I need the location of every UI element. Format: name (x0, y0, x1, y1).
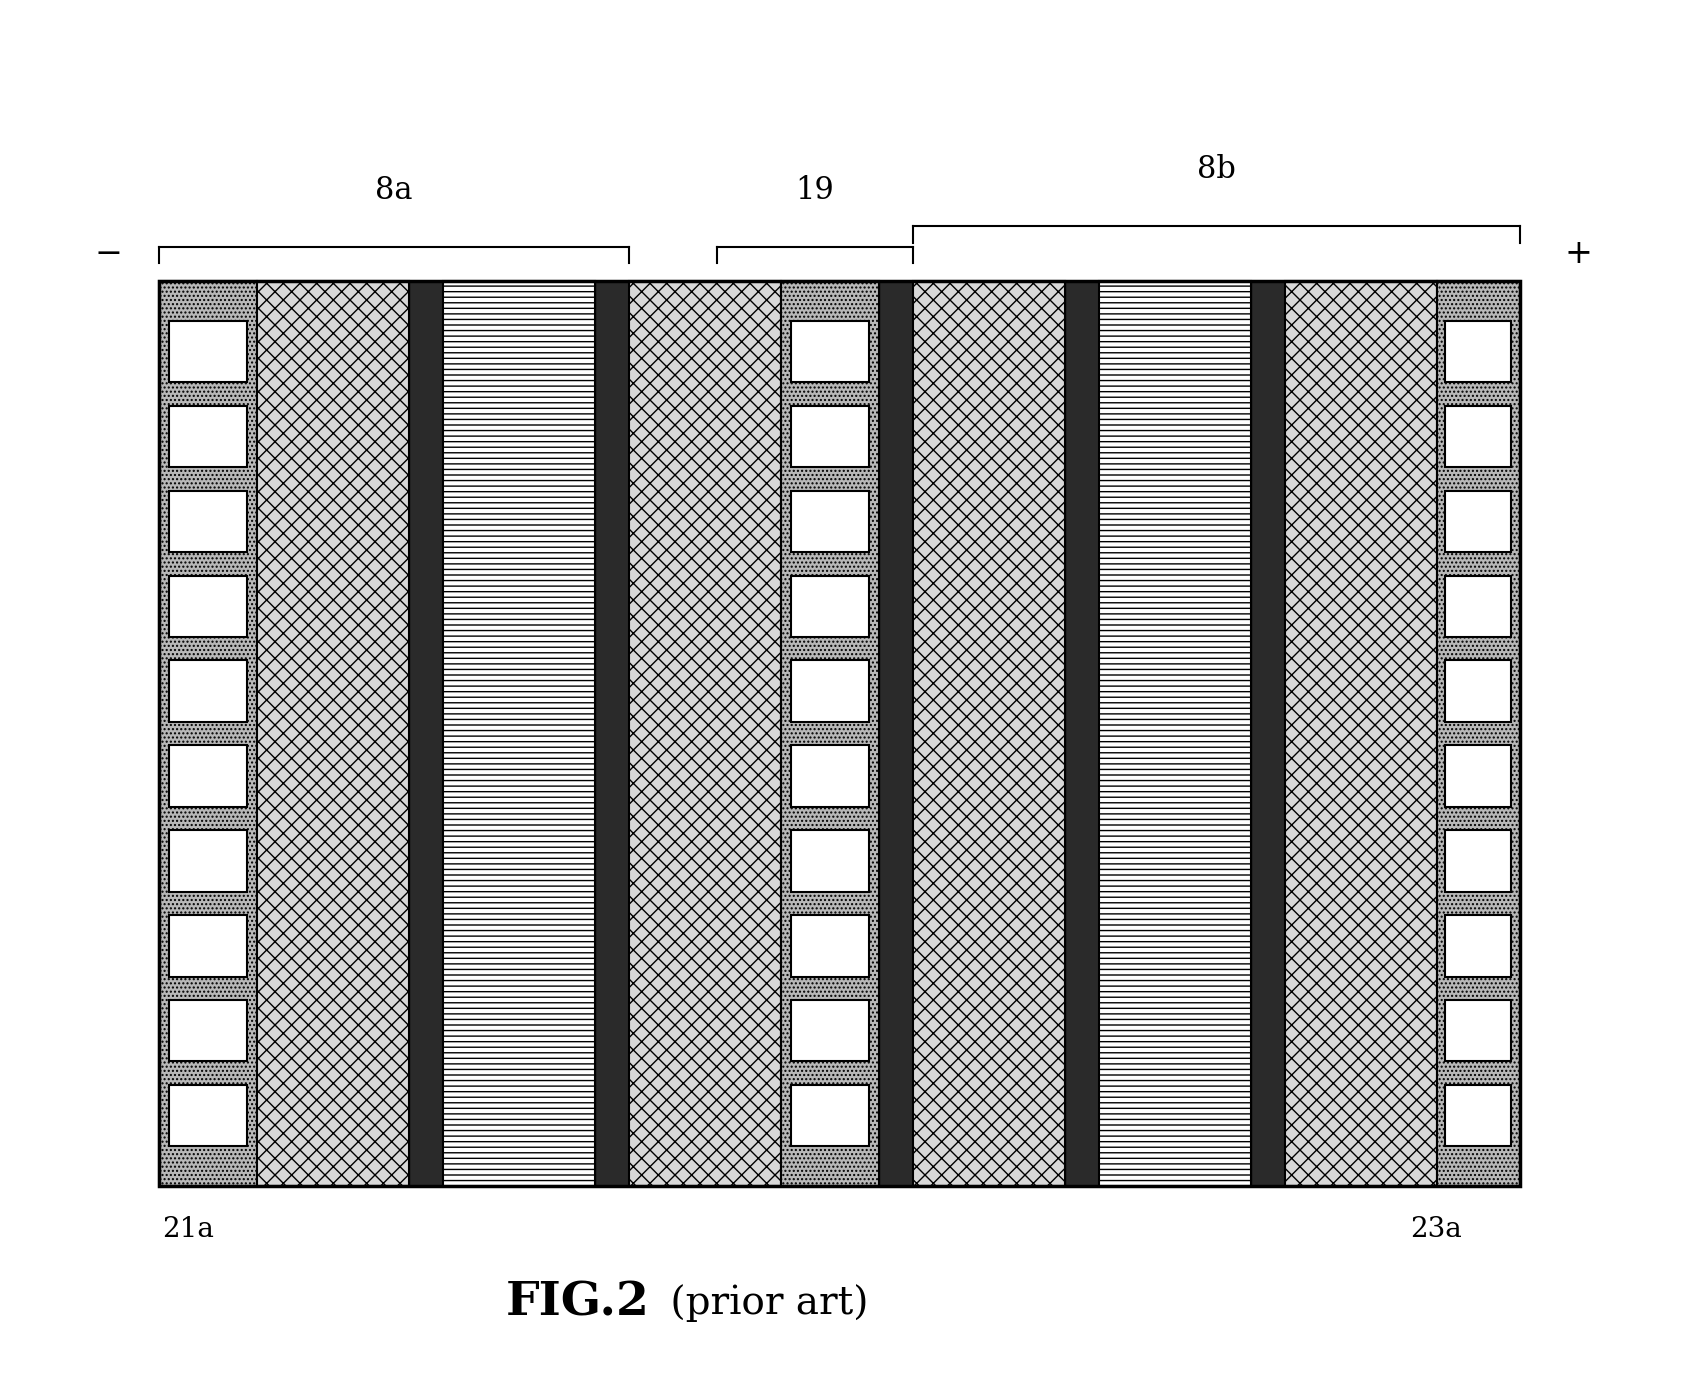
Bar (169, 576, 247, 637)
Bar (1445, 406, 1511, 467)
Bar (595, 281, 629, 1186)
Bar (791, 1084, 869, 1147)
Bar (257, 281, 409, 1186)
Bar (1285, 281, 1436, 1186)
Bar (1251, 281, 1285, 1186)
Bar (1445, 915, 1511, 976)
Bar (1445, 661, 1511, 722)
Bar (169, 406, 247, 467)
Bar (791, 490, 869, 553)
Bar (791, 745, 869, 807)
Bar (169, 1084, 247, 1147)
Bar (1445, 745, 1511, 807)
Bar (169, 490, 247, 553)
Text: −: − (94, 238, 123, 270)
Bar (409, 281, 443, 1186)
Bar (913, 281, 1065, 1186)
Bar (1445, 321, 1511, 382)
Bar (1099, 281, 1251, 1186)
Text: 23a: 23a (1409, 1216, 1462, 1244)
Bar (629, 281, 780, 1186)
Bar (169, 745, 247, 807)
Bar (780, 281, 879, 1186)
Text: 21a: 21a (162, 1216, 215, 1244)
Bar (169, 915, 247, 976)
Bar (1445, 1084, 1511, 1147)
Bar (169, 830, 247, 892)
Bar (1445, 490, 1511, 553)
Bar (1065, 281, 1099, 1186)
Bar (1445, 576, 1511, 637)
Bar (169, 1000, 247, 1061)
Bar (158, 281, 1520, 1186)
Text: 19: 19 (796, 175, 835, 206)
Bar (1445, 1000, 1511, 1061)
Bar (791, 661, 869, 722)
Text: (prior art): (prior art) (658, 1284, 867, 1321)
Bar (791, 406, 869, 467)
Bar (791, 1000, 869, 1061)
Text: 8a: 8a (375, 175, 412, 206)
Bar (158, 281, 257, 1186)
Bar (791, 321, 869, 382)
Text: +: + (1564, 238, 1593, 270)
Bar (169, 661, 247, 722)
Bar (879, 281, 913, 1186)
Bar (791, 915, 869, 976)
Bar (169, 321, 247, 382)
Bar (443, 281, 595, 1186)
Text: FIG.2: FIG.2 (506, 1280, 649, 1325)
Bar (791, 576, 869, 637)
Bar (1436, 281, 1520, 1186)
Bar (1445, 830, 1511, 892)
Text: 8b: 8b (1196, 154, 1235, 186)
Bar (791, 830, 869, 892)
